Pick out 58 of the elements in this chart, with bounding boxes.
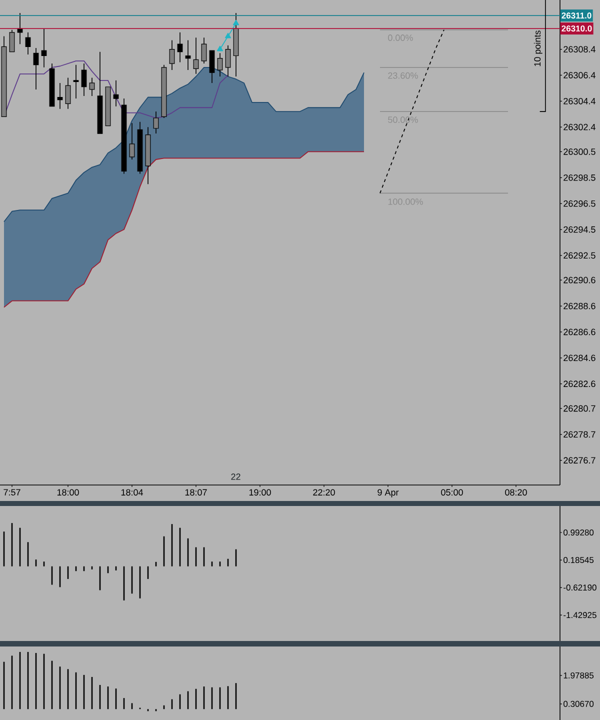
point [224,32,232,38]
y-tick-label: 26298.5 [564,174,596,181]
y-tick-label: -1.42925 [564,612,596,618]
y-tick-label: 26276.7 [564,457,596,464]
y-tick-label: 26292.5 [564,252,596,259]
x-tick-label: 08:20 [505,489,527,496]
x-tick-label: 18:04 [121,489,143,496]
y-tick-label: 0.30670 [564,700,594,707]
y-tick-label: 26286.6 [564,328,596,336]
candlestick [73,64,79,99]
y-tick-label: 26284.6 [564,354,596,362]
candlestick [41,28,47,68]
y-tick-label: 26306.4 [564,72,596,78]
x-tick-label: 18:07 [185,489,207,496]
x-tick-label: 7:57 [4,489,20,496]
candlestick [209,50,215,84]
candlestick [65,77,71,110]
candlestick [9,29,15,52]
ref-line-label: 26310.0 [562,26,592,32]
y-tick-label: 26296.5 [564,200,596,207]
candlestick [193,37,199,74]
x-tick-label: 05:00 [441,489,463,496]
x-tick-label: 18:00 [57,489,79,496]
annotation: 10 points [534,30,542,66]
x-tick-label: 19:00 [249,489,271,496]
annotation: 22 [231,474,240,480]
candlestick [129,122,135,160]
y-tick-label: 0.99280 [564,529,594,536]
y-tick-label: 26300.5 [564,148,596,155]
candlestick [225,44,231,77]
candlestick [33,48,39,90]
y-tick-label: 26308.4 [564,46,596,52]
ref-line-label: 26311.0 [562,12,592,19]
x-tick-label: 22:20 [313,489,335,496]
x-tick-label: 9 Apr [378,489,399,498]
candlestick [81,63,87,96]
candlestick [153,111,159,134]
candlestick [113,80,119,107]
candlestick [169,40,175,70]
point [216,46,224,52]
candlestick [185,40,191,70]
annotation: 50.00% [388,116,418,123]
y-tick-label: 0.18545 [564,557,594,564]
candlestick [25,32,31,55]
point [232,20,240,26]
candlestick [201,37,207,64]
y-tick-label: 26302.4 [564,124,596,130]
y-tick-label: 26294.5 [564,226,596,233]
y-tick-label: -0.62190 [564,584,596,591]
y-tick-label: 1.97885 [564,672,594,678]
candlestick [217,52,223,77]
y-tick-label: 26278.7 [564,431,596,438]
y-tick-label: 26282.6 [564,380,596,388]
candlestick [89,77,95,96]
y-tick-label: 26280.7 [564,405,596,412]
y-tick-label: 26290.6 [564,276,596,284]
y-tick-label: 26288.6 [564,302,596,310]
y-tick-label: 26304.4 [564,98,596,104]
